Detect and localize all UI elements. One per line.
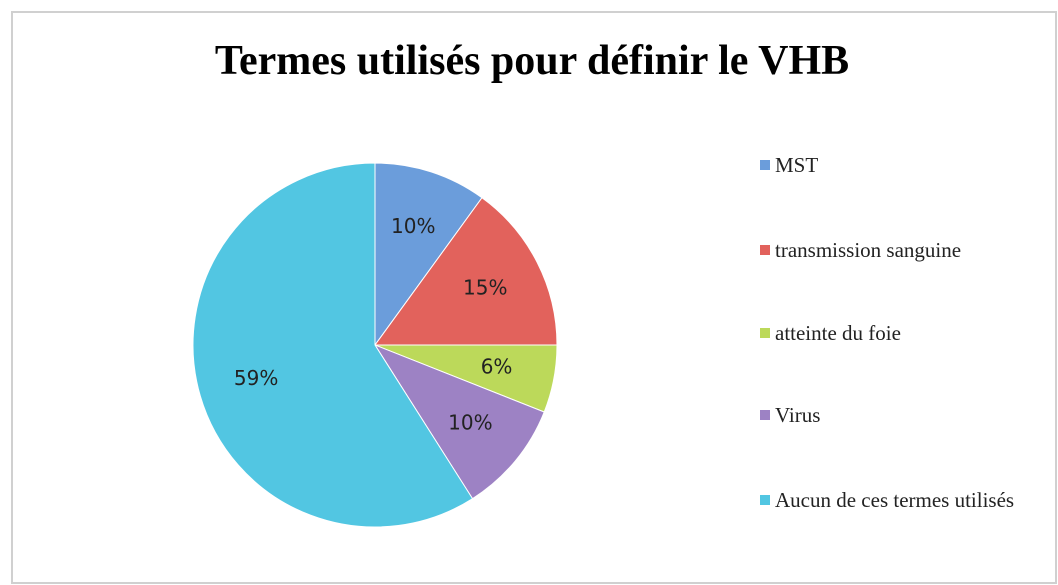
data-label: 15%: [463, 275, 507, 299]
legend-item: Virus: [760, 400, 1040, 430]
data-label: 6%: [481, 355, 513, 379]
legend-item: atteinte du foie: [760, 318, 1040, 348]
legend-label: atteinte du foie: [775, 321, 901, 345]
chart-title: Termes utilisés pour définir le VHB: [215, 38, 849, 84]
legend-label: Virus: [775, 403, 821, 427]
pie-slice: [374, 197, 558, 346]
data-label: 10%: [448, 410, 492, 434]
legend-label: transmission sanguine: [775, 238, 962, 262]
legend-item: MST: [760, 150, 1040, 180]
pie-slice: [373, 343, 545, 500]
legend-label: Aucun de ces termes utilisés: [775, 488, 1015, 512]
data-label: 10%: [391, 214, 435, 238]
legend-swatch: [760, 495, 770, 505]
data-label: 59%: [234, 366, 278, 390]
legend-label: MST: [775, 153, 819, 177]
legend-swatch: [760, 410, 770, 420]
pie-slice: [374, 162, 483, 347]
legend-item: Aucun de ces termes utilisés: [760, 485, 1040, 515]
legend-swatch: [760, 245, 770, 255]
legend-swatch: [760, 160, 770, 170]
legend-swatch: [760, 328, 770, 338]
pie-slice: [192, 162, 474, 528]
legend-item: transmission sanguine: [760, 235, 1040, 265]
